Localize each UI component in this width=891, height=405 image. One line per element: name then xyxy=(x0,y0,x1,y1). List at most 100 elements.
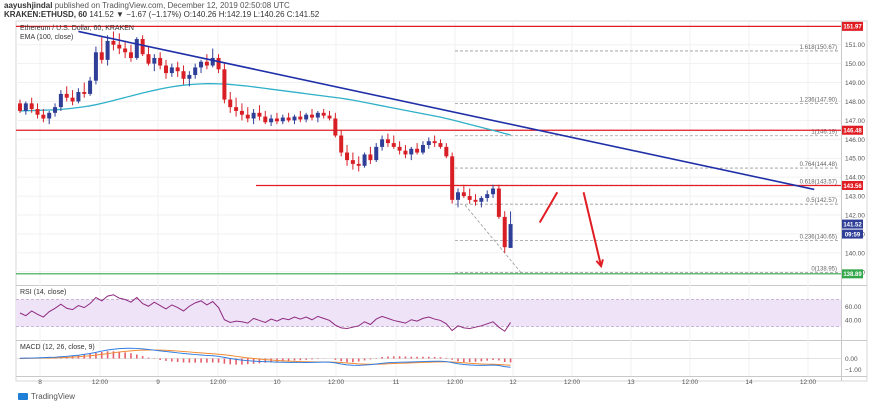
macd-label: MACD (12, 26, close, 9) xyxy=(20,344,95,351)
price-badge xyxy=(842,229,863,239)
candle-body xyxy=(204,61,209,66)
candle-body xyxy=(187,74,192,79)
candle-body xyxy=(193,67,198,75)
candle-body xyxy=(345,152,350,161)
candle-body xyxy=(298,116,303,120)
candle-body xyxy=(496,188,501,217)
footer-brand[interactable]: TradingView xyxy=(31,392,76,401)
candle-body xyxy=(397,146,402,151)
candle-body xyxy=(181,71,186,79)
ema-100-line xyxy=(19,83,511,136)
candle-body xyxy=(175,67,180,72)
candle-body xyxy=(502,216,507,248)
candle-body xyxy=(461,192,466,197)
trendline-layer[interactable] xyxy=(78,30,815,191)
x-tick-label: 12:00 xyxy=(447,379,464,386)
candle-body xyxy=(362,154,367,166)
candle-body xyxy=(286,117,291,121)
candle-body xyxy=(415,148,420,153)
x-tick-label: 12:00 xyxy=(682,379,699,386)
x-tick-label: 12:00 xyxy=(92,379,109,386)
candle-body xyxy=(339,135,344,153)
fib-level-label: 0.618(143.57) xyxy=(800,179,837,185)
candle-body xyxy=(432,141,437,144)
symbol-info: KRAKEN:ETHUSD, 60 141.52 ▼ −1.67 (−1.17%… xyxy=(4,10,319,19)
candle-body xyxy=(41,114,46,119)
y-tick-label: 149.00 xyxy=(845,80,865,87)
candle-body xyxy=(76,92,81,102)
candle-body xyxy=(467,196,472,200)
tradingview-logo-icon xyxy=(18,393,28,400)
candle-body xyxy=(123,48,128,53)
level-badge xyxy=(842,269,863,279)
price-badges: 151.97 146.48 143.56 138.89 141.52 09:59 xyxy=(842,21,863,279)
x-tick-label: 12:00 xyxy=(564,379,581,386)
candle-body xyxy=(18,103,22,111)
candle-body xyxy=(251,112,256,119)
author-name[interactable]: aayushjindal xyxy=(4,1,53,10)
fib-level-label: 1.618(150.67) xyxy=(800,45,837,51)
candle-body xyxy=(105,40,110,60)
candle-body xyxy=(356,163,361,166)
y-tick-label: 144.00 xyxy=(845,175,865,182)
candle-body xyxy=(438,143,443,147)
candle-body xyxy=(111,40,116,45)
candle-body xyxy=(245,114,250,119)
candle-body xyxy=(169,67,174,74)
candle-body xyxy=(29,103,34,110)
candle-body xyxy=(304,114,309,120)
x-tick-label: 14 xyxy=(745,379,753,386)
candle-body xyxy=(274,118,279,122)
projection-arrows xyxy=(538,191,604,269)
y-tick-label: 143.00 xyxy=(845,194,865,201)
candle-body xyxy=(491,188,496,195)
candle-body xyxy=(292,116,297,121)
arrow-down-head xyxy=(595,259,604,269)
candle-body xyxy=(444,146,449,157)
candle-body xyxy=(315,112,320,118)
candle-body xyxy=(47,112,52,119)
candle-body xyxy=(327,115,332,119)
candle-body xyxy=(380,139,385,147)
x-tick-label: 10 xyxy=(273,379,281,386)
candle-body xyxy=(420,144,425,153)
candle-body xyxy=(35,109,40,115)
level-badge xyxy=(842,180,863,190)
publish-info: aayushjindal published on TradingView.co… xyxy=(4,1,290,10)
candle-body xyxy=(350,160,355,164)
y-tick-label: 151.00 xyxy=(845,42,865,49)
y-tick-label: 142.00 xyxy=(845,212,865,219)
price-badge xyxy=(842,219,863,229)
candle-body xyxy=(473,199,478,202)
level-badge-label: 151.97 xyxy=(843,25,862,31)
level-badge xyxy=(842,125,863,135)
candle-body xyxy=(146,54,151,64)
macd-tick-label: −1.00 xyxy=(845,367,862,374)
rsi-label: RSI (14, close) xyxy=(20,289,66,296)
y-tick-label: 148.00 xyxy=(845,99,865,106)
candle-body xyxy=(391,143,396,147)
y-tick-label: 150.00 xyxy=(845,61,865,68)
candle-body xyxy=(210,57,215,66)
candle-body xyxy=(58,93,63,108)
candle-body xyxy=(64,93,69,98)
candle-body xyxy=(70,97,75,102)
y-tick-label: 146.00 xyxy=(845,137,865,144)
fib-level-label: 0(138.95) xyxy=(811,267,837,273)
y-tick-label: 140.00 xyxy=(845,250,865,257)
level-badge-label: 138.89 xyxy=(843,272,862,278)
price-badge-label: 09:59 xyxy=(845,232,861,238)
candle-body xyxy=(310,114,314,118)
x-tick-label: 12:00 xyxy=(800,379,817,386)
candle-body xyxy=(134,39,139,58)
ohlc-readout: 141.52 ▼ −1.67 (−1.17%) O:140.26 H:142.1… xyxy=(89,10,320,19)
candle-body xyxy=(117,44,122,49)
rsi-pane: 60.00 40.00 xyxy=(16,294,862,332)
candle-body xyxy=(53,107,58,113)
candle-body xyxy=(409,148,414,155)
candle-body xyxy=(269,118,274,123)
rsi-band xyxy=(16,299,841,327)
fib-level-label: 1(146.19) xyxy=(811,130,837,136)
horizontal-levels xyxy=(16,25,841,275)
